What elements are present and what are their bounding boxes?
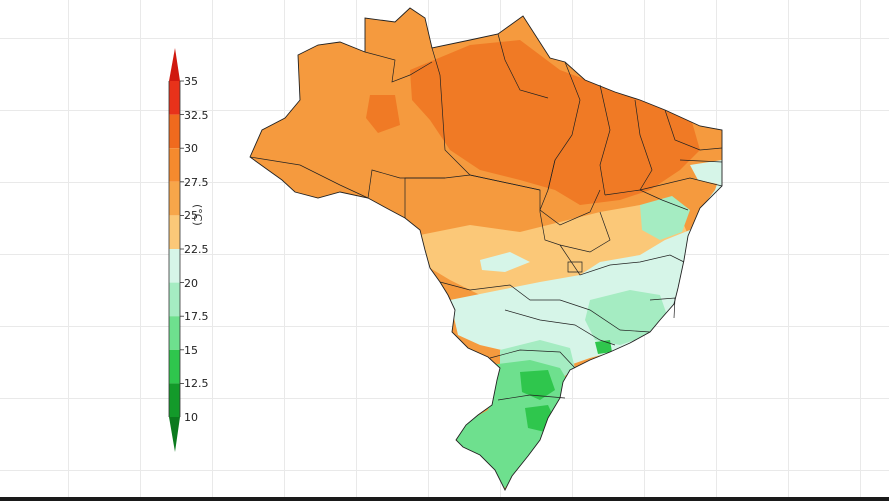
border-ms bbox=[439, 281, 560, 301]
state-borders bbox=[249, 33, 723, 401]
colorbar-tick-label: 12.5 bbox=[184, 377, 209, 391]
colorbar-tick-label: 35 bbox=[184, 75, 198, 88]
colorbar-bottom-arrow bbox=[169, 417, 180, 452]
border-sc bbox=[497, 394, 566, 401]
border-mg bbox=[559, 244, 685, 276]
colorbar-tick-label: 17.5 bbox=[184, 310, 209, 324]
colorbar-band bbox=[169, 282, 180, 317]
colorbar-band bbox=[169, 249, 180, 283]
border-amazonas-acre bbox=[249, 156, 369, 199]
colorbar-band bbox=[169, 316, 180, 350]
bottom-rule bbox=[0, 497, 889, 501]
border-pe-al bbox=[639, 177, 723, 191]
border-mato-grosso bbox=[404, 174, 541, 218]
colorbar-band bbox=[169, 148, 180, 182]
colorbar-tick-label: 25 bbox=[184, 209, 198, 223]
border-piaui-ceara bbox=[634, 99, 653, 191]
border-goias bbox=[539, 211, 611, 253]
colorbar-legend: 35 32.5 30 27.5 25 22.5 20 17.5 15 12.5 10 (°C) bbox=[160, 44, 230, 459]
colorbar-tick-label: 10 bbox=[184, 411, 198, 424]
colorbar-band bbox=[169, 349, 180, 384]
border-sp bbox=[504, 309, 616, 346]
colorbar-band bbox=[169, 383, 180, 417]
border-mg-south bbox=[559, 299, 651, 333]
border-amapa bbox=[497, 33, 549, 99]
colorbar-top-arrow bbox=[169, 48, 180, 81]
colorbar-band bbox=[169, 215, 180, 249]
colorbar bbox=[168, 48, 184, 452]
border-maranhao-piaui bbox=[599, 84, 611, 196]
colorbar-band bbox=[169, 114, 180, 149]
colorbar-tick-label: 32.5 bbox=[184, 108, 209, 122]
colorbar-tick-label: 27.5 bbox=[184, 175, 209, 189]
border-bahia-north bbox=[604, 189, 689, 211]
border-rj-es bbox=[649, 297, 676, 319]
temperature-field bbox=[250, 8, 722, 490]
border-ceara-rn bbox=[664, 109, 723, 151]
colorbar-tick-label: 30 bbox=[184, 142, 198, 156]
colorbar-band bbox=[169, 181, 180, 216]
border-tocantins bbox=[539, 159, 601, 226]
border-pb-pe bbox=[679, 159, 723, 163]
border-parana bbox=[489, 349, 576, 369]
colorbar-band bbox=[169, 81, 180, 115]
border-roraima bbox=[364, 51, 433, 83]
colorbar-tick-label: 15 bbox=[184, 343, 198, 357]
colorbar-tick-label: 22.5 bbox=[184, 243, 209, 256]
border-df bbox=[567, 261, 583, 273]
colorbar-tick-label: 20 bbox=[184, 276, 198, 290]
